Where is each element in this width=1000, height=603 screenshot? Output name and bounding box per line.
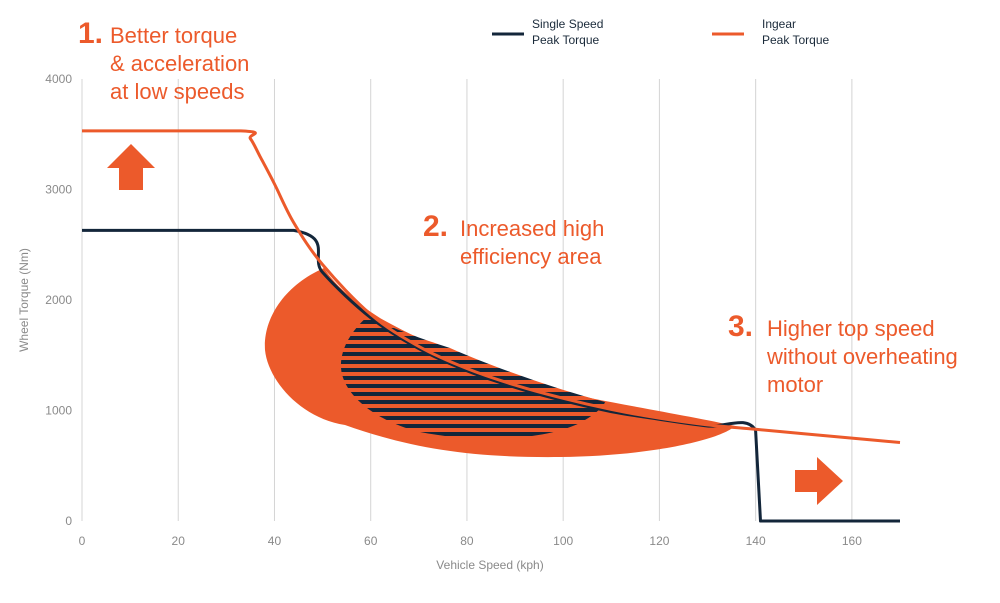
y-tick-label: 2000: [45, 293, 72, 307]
x-tick-label: 140: [746, 534, 766, 548]
right-arrow-icon: [795, 457, 843, 505]
y-tick-label: 1000: [45, 404, 72, 418]
legend-label-single-speed-line1: Single Speed: [532, 17, 603, 31]
y-axis-title: Wheel Torque (Nm): [17, 248, 31, 352]
annotation-2-line-1: Increased high: [460, 216, 604, 241]
grid-lines: [81, 79, 853, 521]
y-tick-label: 3000: [45, 183, 72, 197]
x-axis-title: Vehicle Speed (kph): [436, 558, 543, 572]
annotation-2-number: 2.: [423, 210, 448, 243]
annotation-1-number: 1.: [78, 17, 103, 50]
x-tick-label: 60: [364, 534, 378, 548]
annotation-3-number: 3.: [728, 310, 753, 343]
annotation-3-line-1: Higher top speed: [767, 316, 935, 341]
x-tick-label: 20: [172, 534, 186, 548]
legend-label-ingear-line2: Peak Torque: [762, 33, 829, 47]
annotation-3-line-2: without overheating: [766, 344, 958, 369]
x-tick-label: 160: [842, 534, 862, 548]
annotation-2-line-2: efficiency area: [460, 244, 602, 269]
annotation-2: 2. Increased high efficiency area: [423, 210, 604, 269]
annotation-1-line-3: at low speeds: [110, 79, 245, 104]
annotation-1-line-2: & acceleration: [110, 51, 249, 76]
y-tick-label: 4000: [45, 72, 72, 86]
x-axis-ticks: 0 20 40 60 80 100 120 140 160: [79, 534, 863, 548]
y-axis-ticks: 0 1000 2000 3000 4000: [45, 72, 72, 528]
annotation-1: 1. Better torque & acceleration at low s…: [78, 17, 249, 104]
x-tick-label: 100: [553, 534, 573, 548]
x-tick-label: 0: [79, 534, 86, 548]
up-arrow-icon: [107, 144, 155, 190]
annotation-3-line-3: motor: [767, 372, 823, 397]
y-tick-label: 0: [65, 514, 72, 528]
legend-label-ingear-line1: Ingear: [762, 17, 796, 31]
x-tick-label: 80: [460, 534, 474, 548]
series-layer: [82, 129, 901, 523]
x-tick-label: 40: [268, 534, 282, 548]
annotation-3: 3. Higher top speed without overheating …: [728, 310, 958, 397]
legend: Single Speed Peak Torque Ingear Peak Tor…: [492, 17, 829, 47]
legend-label-single-speed-line2: Peak Torque: [532, 33, 599, 47]
x-tick-label: 120: [649, 534, 669, 548]
ingear-peak-torque-line: [82, 129, 901, 444]
annotation-1-line-1: Better torque: [110, 23, 237, 48]
single-speed-efficiency-area: [340, 316, 605, 439]
